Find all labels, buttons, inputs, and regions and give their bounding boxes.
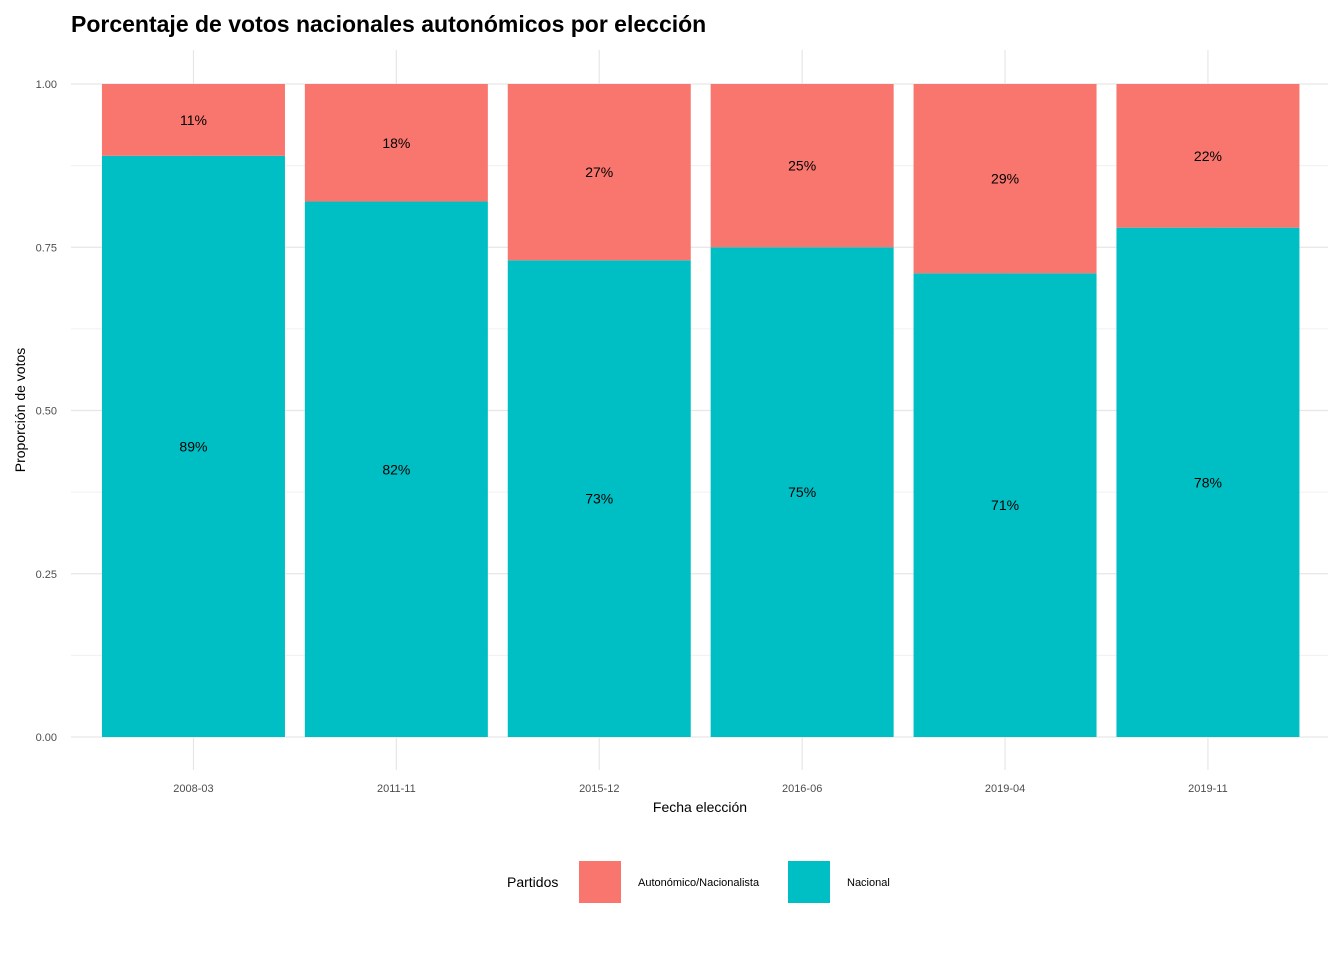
y-tick-label: 1.00 [36, 79, 57, 91]
bar-data-label: 73% [585, 491, 613, 507]
x-tick-label: 2019-11 [1188, 783, 1228, 795]
legend: Partidos Autonómico/Nacionalista Naciona… [507, 861, 890, 903]
x-tick-label: 2008-03 [173, 783, 213, 795]
bar-nacional [710, 247, 894, 737]
x-tick-label: 2016-06 [782, 783, 822, 795]
legend-label-nacional: Nacional [847, 877, 890, 889]
legend-label-autonomico: Autonómico/Nacionalista [638, 877, 760, 889]
bar-autonomico [101, 84, 285, 156]
y-tick-label: 0.75 [36, 242, 57, 254]
bar-data-label: 11% [180, 112, 207, 128]
bar-nacional [304, 201, 488, 738]
bar-autonomico [913, 84, 1097, 274]
bar-nacional [507, 260, 691, 737]
y-tick-label: 0.50 [36, 406, 57, 418]
x-axis-ticks: 2008-03 2011-11 2015-12 2016-06 2019-04 2019-… [173, 783, 1227, 795]
legend-key-nacional [788, 861, 830, 903]
bar-autonomico [710, 84, 894, 248]
bar-nacional [913, 273, 1097, 737]
x-axis-title: Fecha elección [653, 799, 747, 815]
bar-data-label: 75% [788, 484, 816, 500]
bar-autonomico [304, 84, 488, 202]
bar-data-label: 18% [382, 135, 410, 151]
chart-title: Porcentaje de votos nacionales autonómic… [71, 11, 706, 37]
bars: 89% 11% 82% 18% 73% 27% 75% 25% 71% 29% 78% 22% [101, 84, 1300, 738]
bar-data-label: 78% [1194, 474, 1222, 490]
bar-data-label: 29% [991, 171, 1019, 187]
bar-data-label: 89% [179, 438, 207, 454]
y-axis-title: Proporción de votos [12, 348, 28, 473]
x-tick-label: 2015-12 [579, 783, 619, 795]
bar-autonomico [507, 84, 691, 261]
bar-data-label: 22% [1194, 148, 1222, 164]
x-tick-label: 2019-04 [985, 783, 1025, 795]
bar-data-label: 25% [788, 158, 816, 174]
y-tick-label: 0.25 [36, 569, 57, 581]
bar-data-label: 82% [382, 461, 410, 477]
bar-nacional [1116, 227, 1300, 737]
y-tick-label: 0.00 [36, 732, 57, 744]
y-axis-ticks: 0.00 0.25 0.50 0.75 1.00 [36, 79, 57, 744]
legend-title: Partidos [507, 874, 558, 890]
bar-data-label: 71% [991, 497, 1019, 513]
x-tick-label: 2011-11 [377, 783, 416, 795]
bar-data-label: 27% [585, 164, 613, 180]
bar-autonomico [1116, 84, 1300, 228]
legend-key-autonomico [579, 861, 621, 903]
bar-nacional [101, 155, 285, 737]
